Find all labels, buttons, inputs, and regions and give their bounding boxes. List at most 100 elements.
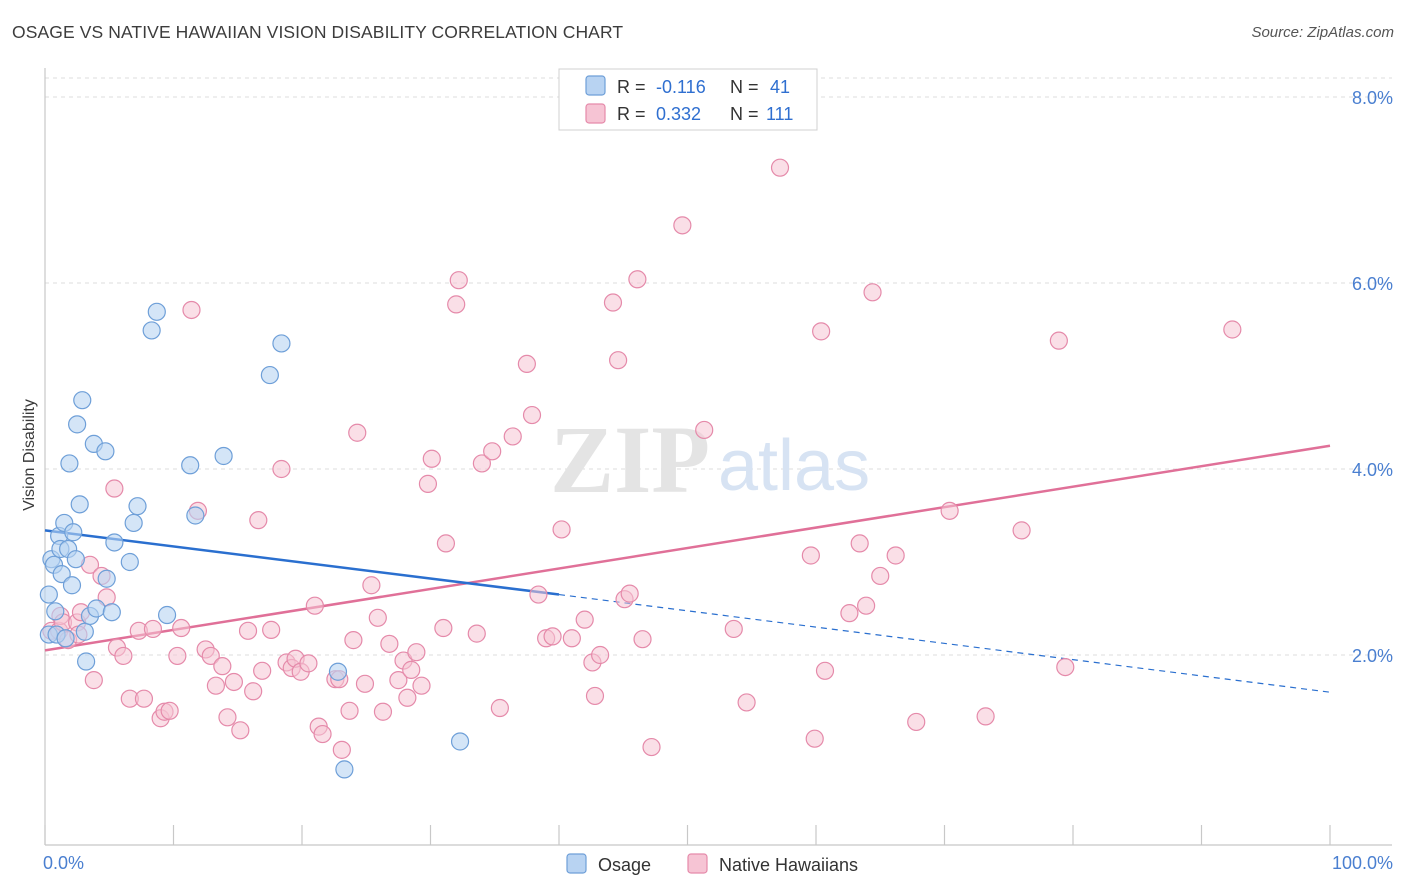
point-osage-25 bbox=[97, 569, 116, 588]
point-hawaiian-50 bbox=[340, 701, 359, 720]
point-hawaiian-60 bbox=[398, 688, 417, 707]
point-hawaiian-38 bbox=[272, 459, 291, 479]
point-osage-40 bbox=[335, 760, 354, 779]
point-osage-8 bbox=[52, 564, 71, 584]
point-osage-41 bbox=[450, 732, 470, 751]
point-hawaiian-92 bbox=[642, 737, 661, 757]
point-hawaiian-93 bbox=[673, 216, 692, 235]
point-hawaiian-66 bbox=[434, 618, 453, 638]
point-osage-32 bbox=[147, 302, 166, 321]
point-hawaiian-32 bbox=[231, 721, 250, 740]
point-osage-26 bbox=[102, 603, 121, 622]
point-hawaiian-55 bbox=[368, 608, 387, 627]
point-osage-29 bbox=[124, 513, 143, 533]
point-hawaiian-75 bbox=[517, 354, 536, 374]
axes bbox=[44, 68, 1392, 846]
point-osage-33 bbox=[157, 605, 177, 625]
point-hawaiian-65 bbox=[422, 449, 441, 468]
bottom-legend: Osage Native Hawaiians bbox=[566, 853, 858, 875]
point-osage-24 bbox=[96, 442, 115, 461]
point-osage-14 bbox=[64, 523, 83, 542]
point-hawaiian-97 bbox=[770, 158, 790, 177]
point-hawaiian-29 bbox=[213, 657, 232, 676]
point-hawaiian-56 bbox=[373, 702, 393, 721]
point-osage-39 bbox=[328, 662, 348, 681]
point-hawaiian-85 bbox=[591, 645, 610, 665]
point-osage-10 bbox=[56, 629, 75, 648]
point-hawaiian-108 bbox=[907, 712, 926, 732]
point-osage-35 bbox=[186, 506, 205, 525]
point-osage-23 bbox=[87, 599, 106, 618]
point-hawaiian-86 bbox=[603, 293, 623, 312]
point-hawaiian-9 bbox=[84, 671, 103, 690]
legend-r-value-osage: -0.116 bbox=[656, 77, 706, 97]
point-hawaiian-89 bbox=[620, 584, 639, 603]
bottom-legend-label-hawaiian: Native Hawaiians bbox=[719, 855, 858, 875]
point-hawaiian-74 bbox=[503, 427, 522, 446]
point-osage-27 bbox=[105, 533, 124, 552]
point-hawaiian-94 bbox=[695, 420, 714, 440]
point-hawaiian-113 bbox=[1056, 657, 1075, 677]
trend-lines bbox=[44, 444, 1331, 693]
watermark-atlas: atlas bbox=[718, 426, 870, 506]
point-hawaiian-73 bbox=[490, 698, 509, 718]
point-osage-20 bbox=[77, 652, 96, 671]
point-hawaiian-72 bbox=[483, 442, 502, 461]
point-hawaiian-77 bbox=[529, 585, 548, 604]
y-axis-title: Vision Disability bbox=[21, 399, 38, 511]
legend-n-label-osage: N = bbox=[730, 77, 759, 97]
trend-line-osage-extension bbox=[558, 593, 1331, 693]
point-osage-12 bbox=[60, 454, 79, 473]
legend: R = -0.116 N = 41 R = 0.332 N = 111 bbox=[558, 68, 818, 131]
y-tick-label-1: 4.0% bbox=[1352, 460, 1393, 480]
point-hawaiian-54 bbox=[362, 576, 381, 595]
point-hawaiian-79 bbox=[543, 627, 562, 646]
point-hawaiian-12 bbox=[105, 479, 124, 498]
point-hawaiian-104 bbox=[857, 596, 876, 615]
legend-n-value-osage: 41 bbox=[770, 77, 790, 97]
point-osage-15 bbox=[66, 550, 85, 569]
point-hawaiian-17 bbox=[134, 689, 154, 708]
point-hawaiian-99 bbox=[805, 729, 824, 748]
point-osage-4 bbox=[46, 602, 65, 621]
legend-r-label-osage: R = bbox=[617, 77, 646, 97]
point-hawaiian-95 bbox=[724, 619, 743, 639]
watermark-zip: ZIP bbox=[550, 406, 710, 513]
y-tick-label-0: 2.0% bbox=[1352, 646, 1393, 666]
chart-title: OSAGE VS NATIVE HAWAIIAN VISION DISABILI… bbox=[12, 22, 624, 42]
tick-labels: 2.0% 4.0% 6.0% 8.0% 0.0% 100.0% bbox=[43, 88, 1393, 873]
point-hawaiian-69 bbox=[449, 271, 468, 290]
point-hawaiian-14 bbox=[114, 646, 133, 666]
point-hawaiian-105 bbox=[863, 283, 882, 302]
point-osage-31 bbox=[142, 321, 161, 340]
y-tick-label-3: 8.0% bbox=[1352, 88, 1393, 108]
point-hawaiian-71 bbox=[472, 454, 491, 473]
point-hawaiian-28 bbox=[206, 676, 226, 695]
point-hawaiian-18 bbox=[143, 619, 163, 639]
point-osage-37 bbox=[260, 365, 279, 385]
point-hawaiian-21 bbox=[160, 701, 179, 720]
legend-r-value-hawaiian: 0.332 bbox=[656, 104, 701, 124]
point-hawaiian-27 bbox=[201, 646, 220, 666]
watermark: ZIP atlas bbox=[550, 406, 870, 513]
point-hawaiian-87 bbox=[609, 351, 628, 370]
point-hawaiian-58 bbox=[389, 671, 408, 690]
point-osage-34 bbox=[181, 456, 200, 475]
point-hawaiian-51 bbox=[344, 631, 363, 650]
point-hawaiian-23 bbox=[172, 618, 191, 638]
point-osage-1 bbox=[39, 585, 58, 604]
point-osage-17 bbox=[70, 495, 89, 514]
point-hawaiian-100 bbox=[812, 322, 831, 341]
y-tick-label-2: 6.0% bbox=[1352, 274, 1393, 294]
point-hawaiian-46 bbox=[313, 724, 332, 744]
point-hawaiian-33 bbox=[238, 621, 258, 640]
point-hawaiian-70 bbox=[467, 624, 486, 643]
point-hawaiian-96 bbox=[737, 693, 756, 712]
point-hawaiian-35 bbox=[249, 511, 268, 530]
point-hawaiian-81 bbox=[562, 629, 581, 648]
legend-swatch-hawaiian bbox=[585, 103, 606, 124]
point-hawaiian-64 bbox=[418, 474, 438, 493]
legend-swatch-osage bbox=[585, 75, 606, 96]
series-native-hawaiians bbox=[42, 158, 1242, 759]
